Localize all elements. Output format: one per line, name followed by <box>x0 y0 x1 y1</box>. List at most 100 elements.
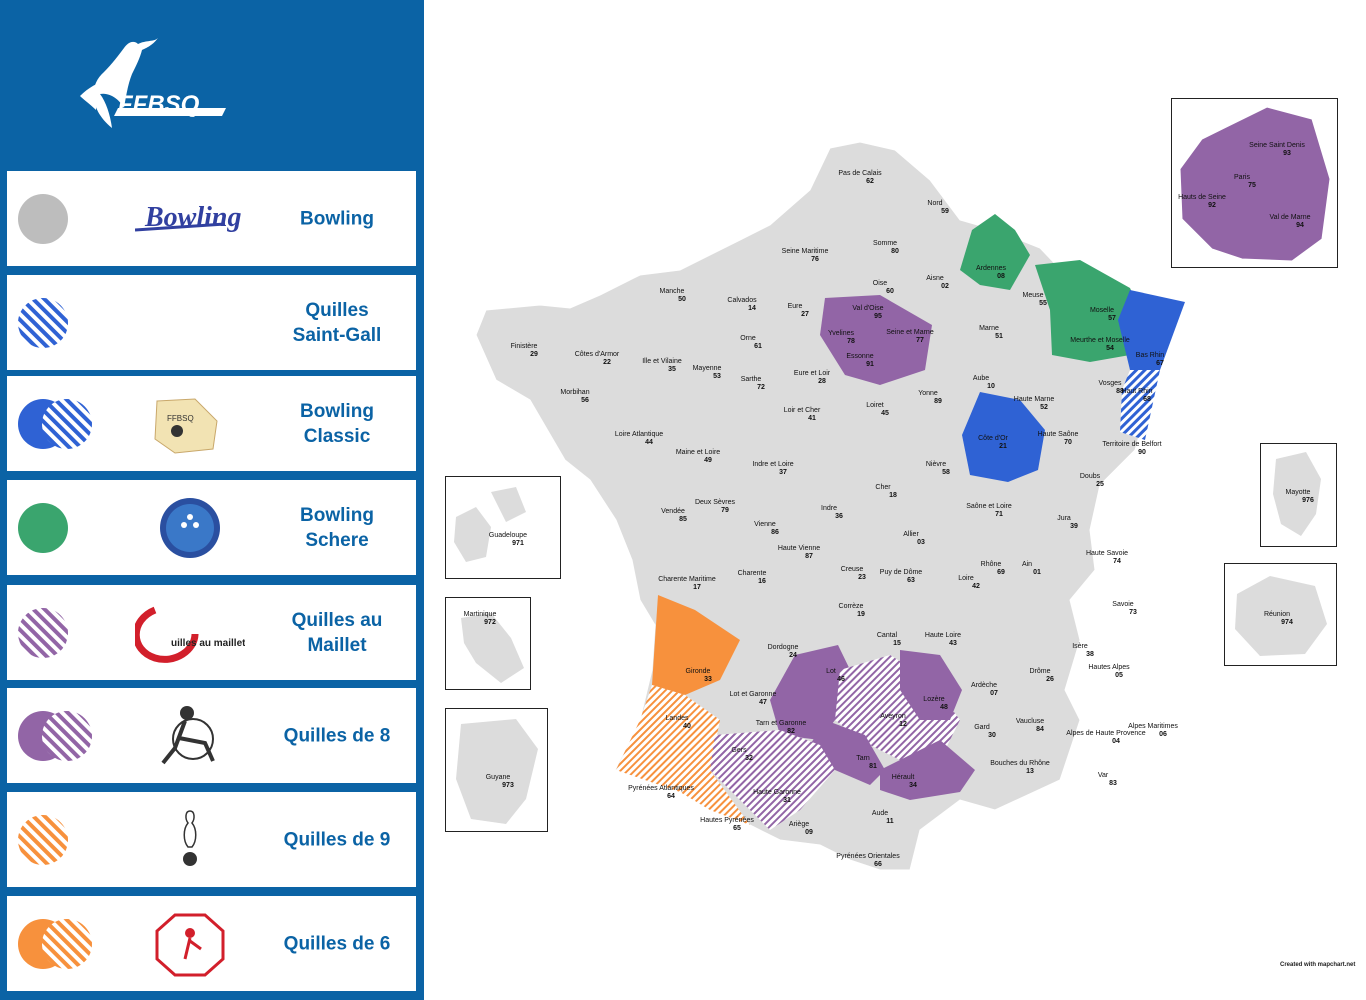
department-number: 12 <box>899 721 907 728</box>
legend-row-7: Quilles de 6 <box>7 896 416 991</box>
department-name: Territoire de Belfort <box>1102 441 1161 448</box>
inset-label: Martinique 972 <box>464 611 497 626</box>
department-name: Aisne <box>926 275 944 282</box>
department-number: 41 <box>808 415 816 422</box>
legend-row-5: Quilles de 8 <box>7 688 416 783</box>
department-number: 67 <box>1156 360 1164 367</box>
department-name: Doubs <box>1080 473 1101 480</box>
department-label: Territoire de Belfort 90 <box>1102 441 1161 456</box>
department-label: Tarn et Garonne 82 <box>756 720 807 735</box>
department-label: Lot et Garonne 47 <box>730 691 777 706</box>
department-number: 05 <box>1115 672 1123 679</box>
department-name: Corrèze <box>839 603 864 610</box>
legend-row-3: Bowling Schere <box>7 480 416 575</box>
department-label: Loire Atlantique 44 <box>615 431 663 446</box>
department-number: 59 <box>941 208 949 215</box>
department-label: Landes 40 <box>666 715 691 730</box>
department-number: 56 <box>581 397 589 404</box>
department-label: Nord 59 <box>927 200 949 215</box>
department-name: Côtes d'Armor <box>575 351 620 358</box>
department-number: 44 <box>645 439 653 446</box>
department-number: 29 <box>530 351 538 358</box>
department-number: 69 <box>997 569 1005 576</box>
department-name: Gers <box>731 747 747 754</box>
department-name: Haute Marne <box>1014 396 1055 403</box>
department-name: Loire Atlantique <box>615 431 663 438</box>
department-name: Bas Rhin <box>1136 352 1165 359</box>
department-number: 16 <box>758 578 766 585</box>
department-number: 50 <box>678 296 686 303</box>
legend-label: Quilles de 9 <box>283 829 391 850</box>
department-name: Loire <box>958 575 974 582</box>
department-label: Vienne 86 <box>754 521 779 536</box>
department-number: 77 <box>916 337 924 344</box>
department-number: 34 <box>909 782 917 789</box>
department-name: Landes <box>666 715 689 722</box>
ffbsq-logo: FFBSQ <box>0 0 424 166</box>
department-number: 76 <box>811 256 819 263</box>
department-number: 47 <box>759 699 767 706</box>
department-number: 53 <box>713 373 721 380</box>
department-number: 27 <box>801 311 809 318</box>
department-name: Seine et Marne <box>886 329 934 336</box>
inset-label: Guadeloupe 971 <box>489 532 527 547</box>
department-name: Drôme <box>1029 668 1050 675</box>
department-number: 87 <box>805 553 813 560</box>
department-number: 28 <box>818 378 826 385</box>
department-number: 10 <box>987 383 995 390</box>
inset-guadeloupe: Guadeloupe 971 <box>445 476 561 579</box>
department-name: Charente <box>738 570 767 577</box>
department-name: Aube <box>973 375 989 382</box>
legend-label: Quilles au Maillet <box>291 609 383 656</box>
department-label: Bouches du Rhône 13 <box>990 760 1050 775</box>
region-bowling-classic-cotedor <box>962 392 1045 482</box>
legend-label: Quilles Saint-Gall <box>292 299 382 346</box>
legend-label: Bowling Classic <box>300 400 374 447</box>
department-label: Alpes Maritimes 06 <box>1128 723 1178 738</box>
inset-label: Paris 75 <box>1234 174 1256 189</box>
department-label: Haute Savoie 74 <box>1086 550 1128 565</box>
inset-martinique: Martinique 972 <box>445 597 531 690</box>
department-name: Pyrénées Atlantiques <box>628 785 694 792</box>
department-label: Aveyron 12 <box>880 713 907 728</box>
department-label: Indre 36 <box>821 505 843 520</box>
department-label: Haute Vienne 87 <box>778 545 820 560</box>
department-label: Puy de Dôme 63 <box>880 569 923 584</box>
inset-label: Réunion 974 <box>1264 611 1293 626</box>
department-name: Tarn <box>856 755 870 762</box>
department-name: Haute Savoie <box>1086 550 1128 557</box>
department-label: Ardèche 07 <box>971 682 998 697</box>
department-label: Hautes Pyrénées 65 <box>700 817 754 832</box>
department-number: 60 <box>886 288 894 295</box>
department-label: Vaucluse 84 <box>1016 718 1044 733</box>
department-name: Hérault <box>892 774 915 781</box>
department-label: Saône et Loire 71 <box>966 503 1012 518</box>
department-number: 91 <box>866 361 874 368</box>
department-label: Meurthe et Moselle 54 <box>1070 337 1130 352</box>
department-label: Yonne 89 <box>918 390 942 405</box>
department-number: 49 <box>704 457 712 464</box>
legend-symbol-icon <box>18 193 68 244</box>
department-label: Nièvre 58 <box>926 461 950 476</box>
department-name: Essonne <box>846 353 873 360</box>
department-name: Aveyron <box>880 713 906 720</box>
department-label: Orne 61 <box>740 335 762 350</box>
department-label: Lozère 48 <box>923 696 948 711</box>
department-number: 03 <box>917 539 925 546</box>
department-name: Ain <box>1022 561 1032 568</box>
department-label: Haute Garonne 31 <box>753 789 801 804</box>
department-label: Essonne 91 <box>846 353 874 368</box>
legend-symbol-icon <box>18 502 68 553</box>
department-name: Côte d'Or <box>978 435 1008 442</box>
department-name: Nord <box>927 200 942 207</box>
department-name: Vosges <box>1099 380 1122 387</box>
bowling-logo: Bowling <box>135 202 241 233</box>
region-quilles8-lot <box>770 645 855 740</box>
department-number: 01 <box>1033 569 1041 576</box>
department-name: Gard <box>974 724 990 731</box>
department-number: 72 <box>757 384 765 391</box>
department-number: 73 <box>1129 609 1137 616</box>
department-number: 04 <box>1112 738 1120 745</box>
department-number: 61 <box>754 343 762 350</box>
department-label: Indre et Loire 37 <box>752 461 793 476</box>
